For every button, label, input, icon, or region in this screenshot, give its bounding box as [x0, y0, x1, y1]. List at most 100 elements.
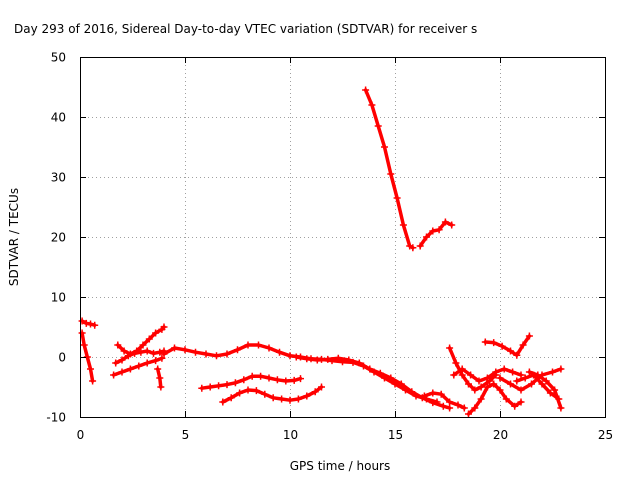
data-point	[118, 356, 126, 364]
data-point	[143, 347, 151, 355]
data-point	[557, 404, 565, 412]
data-point	[471, 386, 479, 394]
x-tick-label: 25	[598, 428, 613, 442]
data-point	[252, 387, 260, 395]
data-point	[542, 377, 550, 385]
data-point	[244, 341, 252, 349]
x-tick-label: 10	[283, 428, 298, 442]
data-point	[181, 346, 189, 354]
y-tick-label: 30	[51, 171, 66, 185]
data-point	[460, 404, 468, 412]
data-point	[345, 356, 353, 364]
data-point	[286, 396, 294, 404]
data-point	[490, 380, 498, 388]
data-point	[477, 383, 485, 391]
data-point	[551, 386, 559, 394]
x-tick-label: 20	[493, 428, 508, 442]
data-point	[231, 379, 239, 387]
data-point	[112, 359, 120, 367]
data-point	[446, 344, 454, 352]
data-point	[477, 395, 485, 403]
data-point	[303, 355, 311, 363]
data-point	[557, 365, 565, 373]
data-point	[158, 354, 166, 362]
data-point	[429, 399, 437, 407]
data-point	[87, 365, 94, 373]
data-point	[223, 350, 231, 358]
data-point	[202, 350, 210, 358]
data-point	[313, 356, 321, 364]
data-point	[429, 389, 437, 397]
data-point	[160, 323, 168, 331]
data-point	[290, 376, 298, 384]
data-point	[265, 344, 273, 352]
data-point	[91, 321, 99, 329]
data-point	[525, 332, 533, 340]
data-point	[236, 389, 244, 397]
y-tick-label: 50	[51, 51, 66, 65]
data-point	[513, 377, 521, 385]
data-point	[517, 371, 525, 379]
data-point	[458, 365, 466, 373]
data-point	[269, 394, 277, 402]
data-point	[362, 86, 370, 94]
data-point	[381, 143, 388, 151]
chart-title: Day 293 of 2016, Sidereal Day-to-day VTE…	[14, 22, 477, 36]
data-point	[446, 404, 454, 412]
tick-layer: 0 5 10 15 20 25 -10 0 10 20 30 40 50	[46, 51, 613, 443]
data-point	[368, 101, 376, 109]
data-point	[420, 392, 428, 400]
data-point	[276, 348, 283, 356]
data-series-12	[418, 220, 454, 248]
data-point	[303, 392, 311, 400]
data-point	[198, 384, 206, 392]
data-point	[471, 404, 479, 412]
x-axis-label: GPS time / hours	[290, 459, 391, 473]
data-point	[150, 349, 157, 357]
data-point	[297, 375, 304, 383]
data-point	[458, 371, 466, 379]
data-point	[374, 122, 382, 130]
data-point	[423, 233, 430, 241]
data-point	[376, 369, 384, 377]
data-point	[311, 388, 319, 396]
data-point	[248, 372, 256, 380]
data-point	[324, 355, 332, 363]
data-point	[454, 401, 462, 409]
data-point	[399, 221, 407, 229]
data-point	[429, 227, 437, 235]
data-point	[355, 359, 363, 367]
data-point	[171, 344, 178, 352]
data-point	[156, 374, 164, 382]
data-point	[452, 359, 460, 367]
data-point	[282, 377, 290, 385]
data-point	[513, 351, 521, 359]
y-axis-label: SDTVAR / TECUs	[7, 188, 21, 286]
data-point	[387, 170, 395, 178]
data-point	[137, 348, 145, 356]
data-point	[78, 329, 86, 337]
data-point	[448, 221, 456, 229]
data-point	[135, 362, 143, 370]
data-point	[439, 402, 447, 410]
data-point	[227, 394, 235, 402]
data-point	[481, 338, 489, 346]
data-point	[294, 395, 302, 403]
data-point	[450, 371, 458, 379]
data-point	[492, 368, 500, 376]
data-point	[126, 350, 134, 358]
data-point	[511, 402, 519, 410]
y-tick-label: 40	[51, 111, 66, 125]
data-point	[519, 341, 527, 349]
data-point	[318, 383, 325, 391]
x-tick-label: 15	[388, 428, 403, 442]
data-point	[255, 341, 262, 349]
data-point	[110, 371, 118, 379]
data-point	[157, 383, 165, 391]
data-point	[89, 377, 97, 385]
data-point	[152, 357, 160, 365]
data-point	[273, 376, 281, 384]
data-point	[143, 359, 151, 367]
data-point	[156, 348, 164, 356]
data-point	[223, 381, 231, 389]
